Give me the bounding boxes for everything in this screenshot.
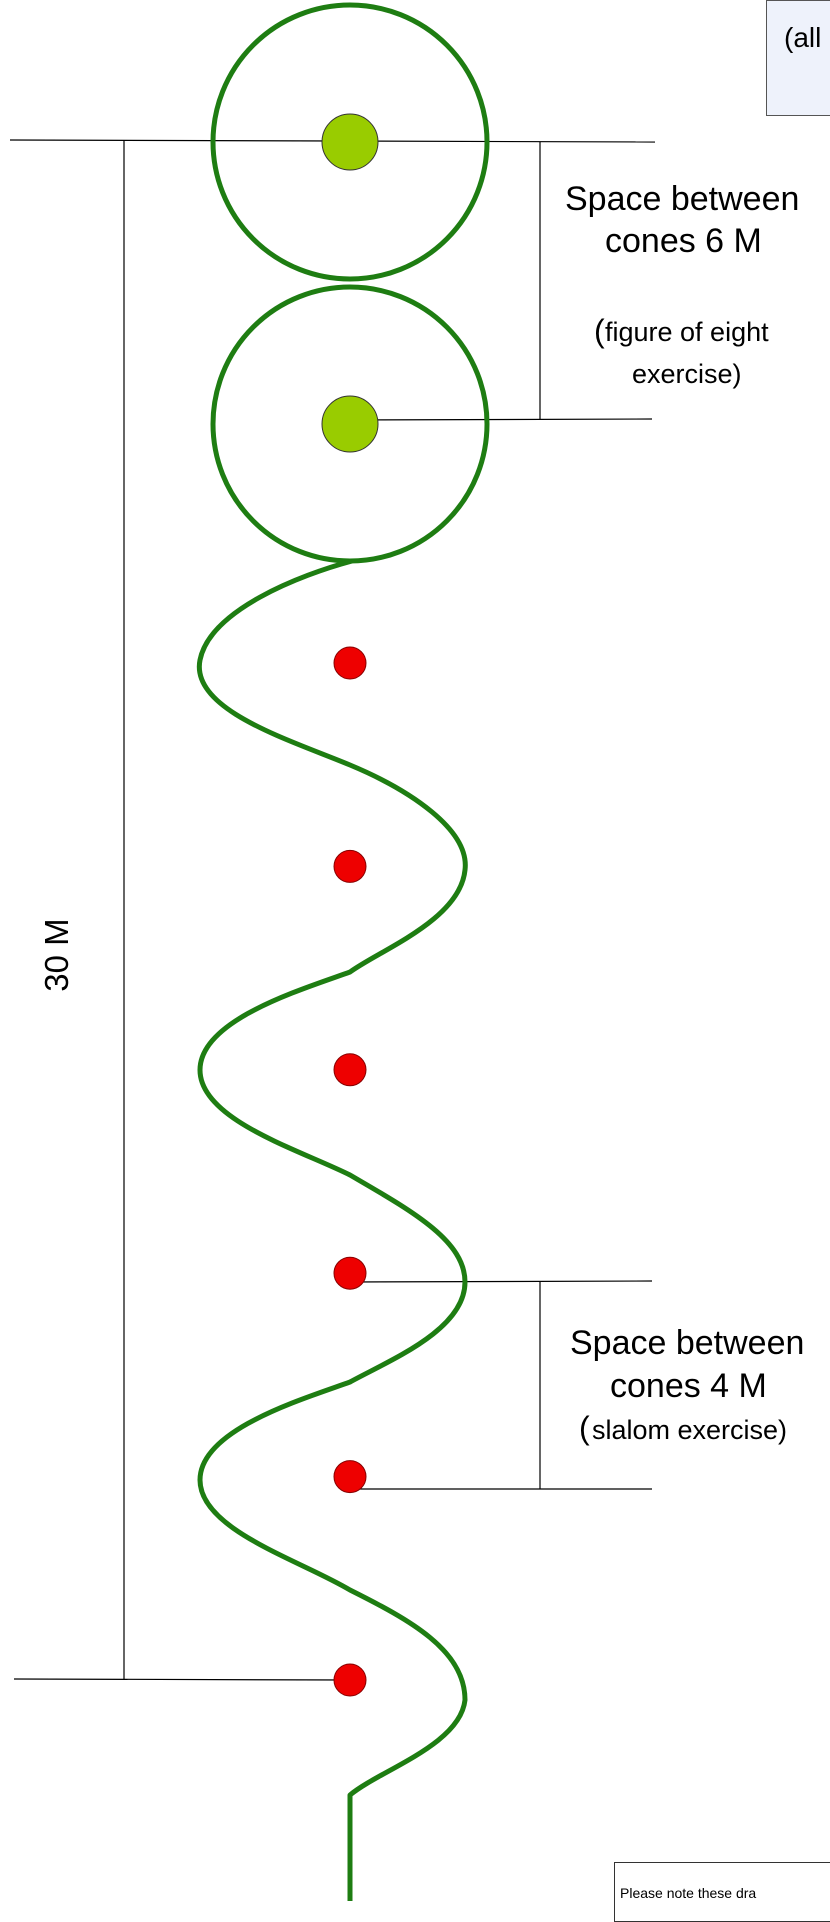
slalom-cone-6 [333,1663,367,1697]
slalom-cone-1 [333,646,367,680]
header-box [766,0,830,116]
footer-note: Please note these dra [620,1885,757,1901]
slalom-path [196,558,468,1901]
figure8-spacing: cones 6 M [605,222,762,260]
figure8-cone2-line [349,418,653,421]
slalom-cone-3 [333,1053,367,1087]
figure8-paren: ( [594,313,605,349]
slalom-cone-5 [333,1460,367,1494]
figure8-note-1: figure of eight [605,317,769,347]
slalom-cone-2 [333,849,367,883]
header-box-text: (all [784,22,822,53]
slalom-cone-4 [333,1256,367,1290]
slalom-title: Space between [570,1324,805,1362]
bottom-end-line [13,1678,351,1681]
measure-lines [9,139,656,1681]
slalom-note: slalom exercise) [592,1415,788,1445]
figure8-cone-1 [321,113,379,171]
figure8-title: Space between [565,180,800,218]
total-length-label: 30 M [38,918,75,992]
figure8-cone-2 [321,395,379,453]
slalom-upper-line [349,1280,653,1283]
figure8-loop-1 [210,2,490,282]
slalom-spacing: cones 4 M [610,1367,767,1405]
figure8-note-2: exercise) [632,359,742,389]
slalom-paren: ( [579,1410,590,1446]
